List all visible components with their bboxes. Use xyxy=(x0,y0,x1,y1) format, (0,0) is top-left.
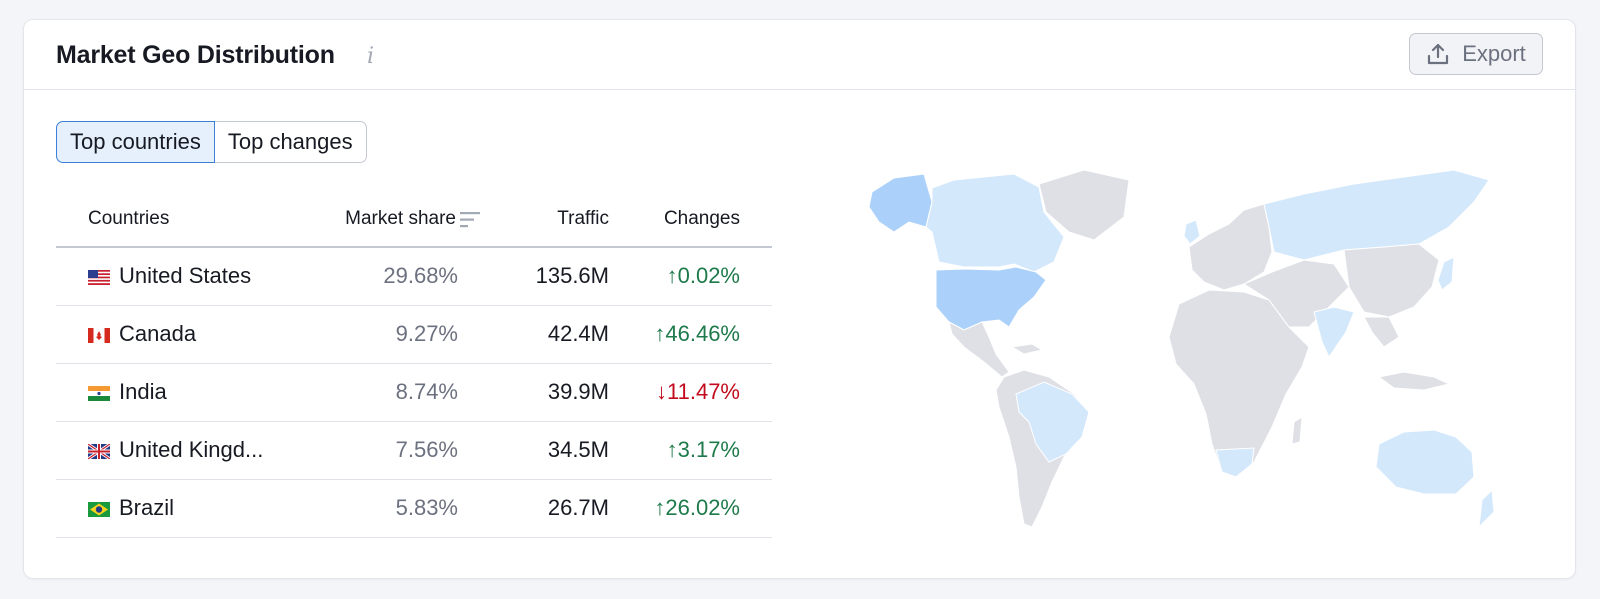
market-geo-card: Market Geo Distribution i Export Top cou… xyxy=(23,19,1576,579)
new-zealand-region[interactable] xyxy=(1478,488,1495,529)
country-name[interactable]: Brazil xyxy=(119,495,175,520)
arrow-up-icon: ↑ xyxy=(666,437,678,462)
east-asia-region[interactable] xyxy=(1343,243,1440,318)
arrow-up-icon: ↑ xyxy=(666,263,678,288)
column-header-countries: Countries xyxy=(88,208,170,229)
madagascar-region[interactable] xyxy=(1291,416,1303,445)
europe-region[interactable] xyxy=(1188,203,1273,291)
sort-icon[interactable] xyxy=(460,211,480,229)
central-america-region[interactable] xyxy=(948,321,1010,378)
arrow-up-icon: ↑ xyxy=(654,495,666,520)
russia-region[interactable] xyxy=(1263,169,1490,261)
country-name[interactable]: Canada xyxy=(119,321,197,346)
us-flag-icon xyxy=(88,270,110,285)
world-map[interactable] xyxy=(824,132,1514,542)
uk-flag-icon xyxy=(88,444,110,459)
india-flag-icon xyxy=(88,386,110,401)
africa-region[interactable] xyxy=(1168,289,1310,478)
change-value: ↑46.46% xyxy=(654,321,740,346)
tab-top-changes[interactable]: Top changes xyxy=(214,121,367,163)
info-icon[interactable]: i xyxy=(367,44,375,69)
market-share-value: 9.27% xyxy=(395,321,458,346)
japan-region[interactable] xyxy=(1437,256,1455,291)
export-label: Export xyxy=(1462,41,1526,66)
table-row[interactable]: Canada 9.27% 42.4M ↑46.46% xyxy=(56,306,772,364)
table-row[interactable]: United Kingd... 7.56% 34.5M ↑3.17% xyxy=(56,422,772,480)
column-header-market-share[interactable]: Market share xyxy=(345,208,456,229)
change-value: ↑3.17% xyxy=(666,437,740,462)
market-share-value: 5.83% xyxy=(395,495,458,520)
brazil-region[interactable] xyxy=(1015,381,1090,463)
export-icon xyxy=(1428,43,1449,65)
column-header-traffic: Traffic xyxy=(557,208,609,229)
india-region[interactable] xyxy=(1313,306,1355,359)
change-value: ↑0.02% xyxy=(666,263,740,288)
tab-top-countries[interactable]: Top countries xyxy=(56,121,215,163)
traffic-value: 135.6M xyxy=(535,263,609,288)
australia-region[interactable] xyxy=(1375,429,1475,495)
change-value: ↑26.02% xyxy=(654,495,740,520)
countries-table: Countries Market share Traffic Changes U… xyxy=(56,196,772,538)
traffic-value: 39.9M xyxy=(547,379,609,404)
card-header: Market Geo Distribution i Export xyxy=(24,20,1575,90)
alaska-region[interactable] xyxy=(868,173,933,233)
table-row[interactable]: Brazil 5.83% 26.7M ↑26.02% xyxy=(56,480,772,538)
column-header-changes: Changes xyxy=(663,208,740,229)
indonesia-region[interactable] xyxy=(1377,371,1451,391)
greenland-region[interactable] xyxy=(1038,169,1130,241)
south-africa-region[interactable] xyxy=(1215,447,1255,478)
market-share-value: 29.68% xyxy=(383,263,458,288)
arrow-down-icon: ↓ xyxy=(656,379,668,404)
market-share-value: 8.74% xyxy=(395,379,458,404)
caribbean-region[interactable] xyxy=(1010,343,1044,355)
widget-title: Market Geo Distribution xyxy=(56,41,335,69)
country-name[interactable]: India xyxy=(119,379,167,404)
market-share-value: 7.56% xyxy=(395,437,458,462)
traffic-value: 42.4M xyxy=(547,321,609,346)
table-row[interactable]: India 8.74% 39.9M ↓11.47% xyxy=(56,364,772,422)
table-row[interactable]: United States 29.68% 135.6M ↑0.02% xyxy=(56,248,772,306)
arrow-up-icon: ↑ xyxy=(654,321,666,346)
export-button[interactable]: Export xyxy=(1409,33,1543,75)
southeast-asia-region[interactable] xyxy=(1363,316,1400,348)
change-value: ↓11.47% xyxy=(656,379,740,404)
canada-flag-icon xyxy=(88,328,110,343)
table-header: Countries Market share Traffic Changes xyxy=(56,196,772,248)
traffic-value: 26.7M xyxy=(547,495,609,520)
traffic-value: 34.5M xyxy=(547,437,609,462)
tab-switcher: Top countries Top changes xyxy=(56,121,367,163)
usa-region[interactable] xyxy=(935,266,1047,331)
uk-region[interactable] xyxy=(1183,219,1201,245)
country-name[interactable]: United States xyxy=(119,263,252,288)
brazil-flag-icon xyxy=(88,502,110,517)
country-name[interactable]: United Kingd... xyxy=(119,437,264,462)
